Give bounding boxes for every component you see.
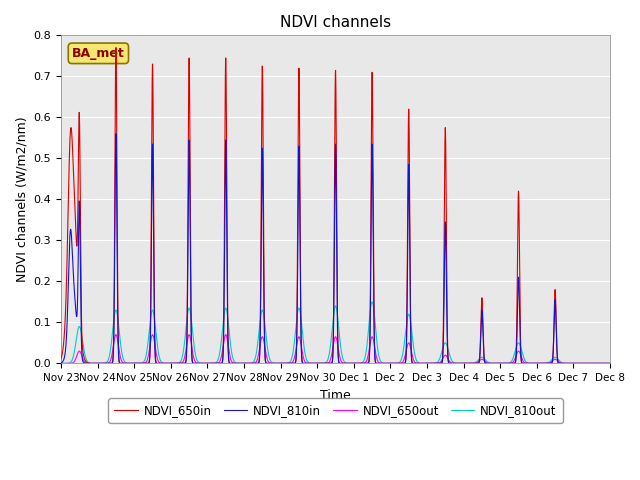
NDVI_650out [406,342,413,348]
NDVI_650out [493,360,501,366]
NDVI_810out [57,360,65,366]
NDVI_650in [406,227,413,233]
NDVI_810out [382,360,390,366]
Line: NDVI_810out: NDVI_810out [61,302,610,363]
NDVI_650in [57,356,65,361]
NDVI_810out [256,321,264,326]
NDVI_650out [256,344,264,349]
NDVI_810in [606,360,614,366]
Title: NDVI channels: NDVI channels [280,15,391,30]
NDVI_810in [406,256,413,262]
NDVI_810in [256,348,264,354]
NDVI_650in [112,45,120,50]
NDVI_810out [464,360,472,366]
NDVI_650out [464,360,472,366]
NDVI_650in [464,360,472,366]
NDVI_810out [493,360,501,366]
NDVI_650out [84,360,92,366]
NDVI_650in [382,360,390,366]
Legend: NDVI_650in, NDVI_810in, NDVI_650out, NDVI_810out: NDVI_650in, NDVI_810in, NDVI_650out, NDV… [108,398,563,423]
NDVI_810in [84,360,92,366]
NDVI_810out [406,314,413,320]
NDVI_810out [368,299,376,305]
NDVI_810in [493,360,501,366]
NDVI_810in [591,360,598,366]
Y-axis label: NDVI channels (W/m2/nm): NDVI channels (W/m2/nm) [15,117,28,282]
Text: BA_met: BA_met [72,47,125,60]
Line: NDVI_650in: NDVI_650in [61,48,610,363]
NDVI_810out [606,360,614,366]
NDVI_810in [464,360,472,366]
NDVI_650out [382,360,390,366]
NDVI_650in [591,360,598,366]
NDVI_650out [606,360,614,366]
Line: NDVI_650out: NDVI_650out [61,335,610,363]
NDVI_650in [606,360,614,366]
NDVI_650in [84,360,92,366]
NDVI_810in [57,360,65,366]
NDVI_650in [493,360,501,366]
Line: NDVI_810in: NDVI_810in [61,134,610,363]
X-axis label: Time: Time [320,389,351,402]
NDVI_810out [84,360,92,366]
NDVI_650out [57,360,65,366]
NDVI_650in [256,344,264,350]
NDVI_810in [112,131,120,137]
NDVI_650out [112,332,120,337]
NDVI_810in [382,360,390,366]
